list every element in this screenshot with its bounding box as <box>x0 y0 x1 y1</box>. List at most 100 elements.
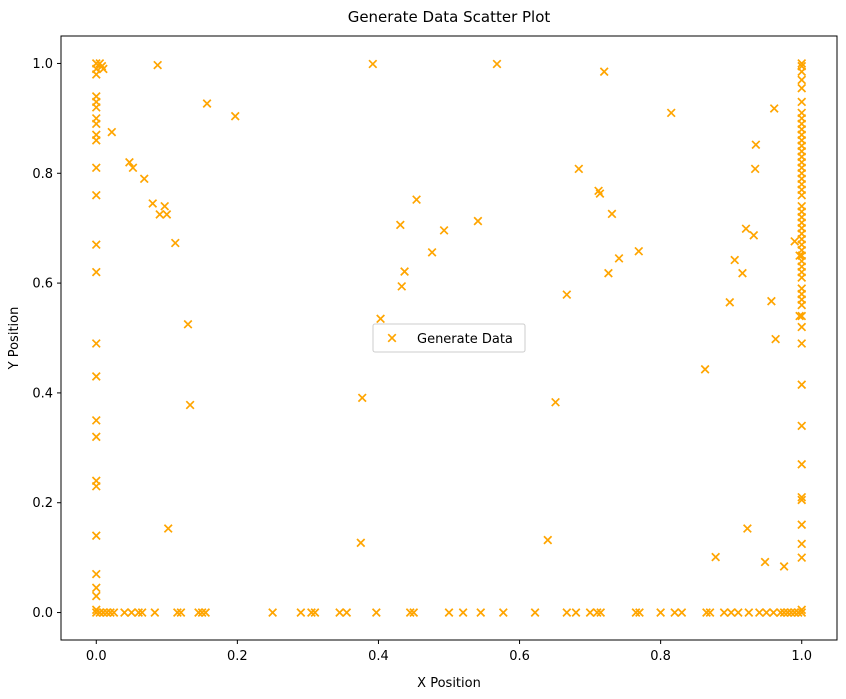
data-point <box>779 562 789 571</box>
data-point <box>98 608 108 617</box>
data-point <box>596 608 606 617</box>
data-point <box>91 591 101 601</box>
data-point <box>342 608 352 617</box>
data-point <box>790 236 800 246</box>
data-point <box>797 520 807 530</box>
data-point <box>91 372 101 381</box>
data-point <box>202 99 212 108</box>
data-point <box>750 164 760 174</box>
data-point <box>183 319 193 329</box>
data-point <box>744 608 754 617</box>
data-point <box>170 238 180 248</box>
data-point <box>779 608 789 617</box>
data-point <box>797 300 807 310</box>
data-point <box>760 557 770 567</box>
data-point <box>91 267 101 277</box>
data-point <box>562 290 572 300</box>
x-tick-label: 0.2 <box>227 649 248 664</box>
data-point <box>120 608 129 617</box>
data-point <box>310 608 320 617</box>
data-point <box>797 75 807 85</box>
data-point <box>176 608 186 617</box>
data-point <box>634 246 644 256</box>
data-point <box>725 297 735 307</box>
data-point <box>307 608 316 617</box>
data-point <box>163 524 173 533</box>
legend-box <box>372 323 526 353</box>
data-point <box>797 311 807 321</box>
data-point <box>150 608 160 617</box>
y-tick-label: 0.8 <box>32 167 53 182</box>
legend-marker <box>387 333 397 343</box>
data-point <box>137 608 147 617</box>
data-point <box>91 190 101 200</box>
data-point <box>769 608 778 617</box>
x-axis-ticks: 0.0 0.2 0.4 0.6 0.8 1.0 <box>86 640 812 664</box>
chart-title: Generate Data Scatter Plot <box>348 8 551 26</box>
legend-marker-x <box>387 333 397 343</box>
data-point <box>762 608 771 617</box>
data-point <box>631 608 641 617</box>
data-point <box>444 608 454 617</box>
data-point <box>492 59 502 69</box>
y-tick-label: 0.4 <box>32 386 53 401</box>
data-point <box>797 273 807 283</box>
data-point <box>754 608 764 617</box>
data-point <box>677 608 687 617</box>
data-point <box>795 251 805 261</box>
data-point <box>700 364 710 374</box>
data-point <box>125 157 134 167</box>
x-tick-label: 0.0 <box>86 649 107 664</box>
data-point <box>702 608 711 617</box>
data-point <box>91 135 101 145</box>
data-point <box>397 281 407 291</box>
y-tick-label: 0.6 <box>32 277 53 292</box>
data-point <box>656 608 666 617</box>
data-point <box>95 608 105 617</box>
data-point <box>795 311 805 321</box>
data-point <box>585 608 595 617</box>
data-point <box>783 608 793 617</box>
data-point <box>797 322 807 332</box>
data-point <box>614 253 624 263</box>
data-point <box>127 608 136 617</box>
data-point <box>458 608 468 617</box>
data-point <box>296 608 306 617</box>
data-point <box>498 608 508 617</box>
data-point <box>153 60 163 70</box>
legend: Generate Data <box>372 323 526 353</box>
data-point <box>155 210 165 219</box>
y-tick-label: 1.0 <box>32 57 53 72</box>
data-point <box>91 531 101 541</box>
data-point <box>395 220 405 230</box>
data-point <box>134 608 144 617</box>
x-tick-label: 0.4 <box>368 649 389 664</box>
data-point <box>797 495 807 505</box>
data-point <box>797 492 807 502</box>
data-point <box>797 339 807 348</box>
data-point <box>797 459 807 469</box>
data-point <box>786 608 796 617</box>
data-point <box>139 174 149 184</box>
data-point <box>412 195 421 205</box>
y-tick-label: 0.2 <box>32 496 53 511</box>
points-layer <box>91 59 807 617</box>
data-point <box>793 608 803 617</box>
data-point <box>91 163 101 173</box>
data-point <box>439 225 449 235</box>
data-point <box>357 393 367 403</box>
data-point <box>91 240 101 250</box>
data-point <box>91 339 101 348</box>
data-point <box>711 552 721 562</box>
data-point <box>91 608 101 617</box>
data-point <box>562 608 572 617</box>
data-point <box>771 334 781 344</box>
data-point <box>405 608 415 617</box>
data-point <box>371 608 381 617</box>
data-point <box>595 189 605 198</box>
data-point <box>797 608 807 617</box>
data-point <box>635 608 644 617</box>
data-point <box>102 608 112 617</box>
data-point <box>790 608 800 617</box>
data-point <box>335 608 345 617</box>
